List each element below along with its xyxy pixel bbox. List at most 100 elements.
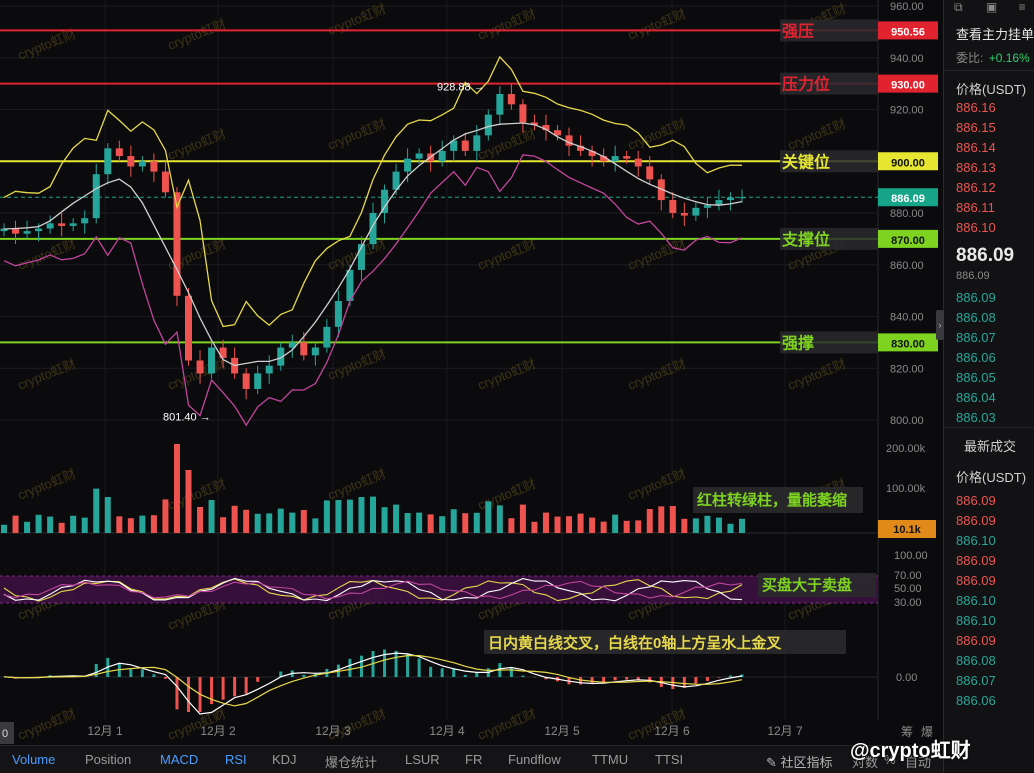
- indicator-tab-fundflow[interactable]: Fundflow: [508, 752, 561, 767]
- rsi-tick-label: 70.00: [894, 570, 922, 582]
- indicator-tab-macd[interactable]: MACD: [160, 752, 198, 767]
- indicator-tab-kdj[interactable]: KDJ: [272, 752, 297, 767]
- indicator-tab-volume[interactable]: Volume: [12, 752, 55, 767]
- watermark: crypto虹财: [16, 236, 79, 273]
- volume-bar: [612, 515, 618, 533]
- bid-price[interactable]: 886.08: [956, 310, 996, 325]
- price-tick-label: 860.00: [890, 260, 924, 272]
- macd-histogram-bar: [302, 675, 305, 677]
- watermark: crypto虹财: [326, 236, 389, 273]
- indicator-tab-position[interactable]: Position: [85, 752, 131, 767]
- candle-body: [185, 296, 192, 361]
- ask-price[interactable]: 886.14: [956, 140, 996, 155]
- indicator-tab-rsi[interactable]: RSI: [225, 752, 247, 767]
- popout-icon[interactable]: ⧉: [954, 0, 963, 14]
- volume-bar: [186, 470, 192, 533]
- ask-price[interactable]: 886.15: [956, 120, 996, 135]
- trades-title[interactable]: 最新成交: [964, 436, 1016, 455]
- candle-body: [416, 153, 423, 158]
- trade-price: 886.06: [956, 693, 996, 708]
- ask-price[interactable]: 886.13: [956, 160, 996, 175]
- volume-bar: [255, 514, 261, 533]
- price-tick-label: 800.00: [890, 415, 924, 427]
- bid-price[interactable]: 886.03: [956, 410, 996, 425]
- volume-bar: [24, 522, 30, 533]
- candle-body: [47, 223, 54, 228]
- indicator-tab-lsur[interactable]: LSUR: [405, 752, 440, 767]
- bid-price[interactable]: 886.04: [956, 390, 996, 405]
- volume-bar: [116, 516, 122, 533]
- price-tick-label: 880.00: [890, 208, 924, 220]
- community-indicator-button[interactable]: ✎ 社区指标: [766, 752, 833, 771]
- macd-histogram-bar: [441, 668, 444, 677]
- indicator-tab-ttsi[interactable]: TTSI: [655, 752, 683, 767]
- volume-bar: [105, 497, 111, 533]
- candle-body: [404, 159, 411, 172]
- chart-area[interactable]: crypto虹财 crypto虹财 crypto虹财 crypto虹财 crypto虹财…: [0, 0, 943, 745]
- orderbook-title[interactable]: 查看主力挂单: [956, 24, 1034, 43]
- candle-body: [300, 342, 307, 355]
- settings-icon[interactable]: ▣: [986, 0, 997, 14]
- watermark: crypto虹财: [326, 466, 389, 503]
- candle-body: [243, 373, 250, 389]
- volume-bar: [197, 507, 203, 533]
- ask-price[interactable]: 886.11: [956, 200, 995, 215]
- volume-bar: [497, 505, 503, 533]
- volume-bar: [174, 444, 180, 533]
- volume-bar: [59, 523, 65, 533]
- price-chart: crypto虹财 crypto虹财 crypto虹财 crypto虹财 crypto虹财…: [0, 0, 943, 745]
- price-tick-label: 920.00: [890, 105, 924, 117]
- watermark: crypto虹财: [626, 116, 689, 153]
- volume-bar: [601, 522, 607, 533]
- macd-annotation: 日内黄白线交叉，白线在0轴上方呈水上金叉: [488, 634, 782, 652]
- watermark: crypto虹财: [16, 466, 79, 503]
- community-indicator-label: 社区指标: [781, 755, 833, 770]
- orderbook-toolbar-icons[interactable]: ⧉ ▣ ≡: [954, 0, 1026, 15]
- volume-bar: [716, 518, 722, 533]
- bid-price[interactable]: 886.05: [956, 370, 996, 385]
- candle-body: [462, 141, 469, 151]
- volume-bar: [301, 510, 307, 533]
- price-header: 价格(USDT): [956, 79, 1026, 98]
- left-corner-label: 0: [2, 728, 8, 740]
- bid-price[interactable]: 886.06: [956, 350, 996, 365]
- macd-histogram-bar: [706, 677, 709, 681]
- candle-body: [35, 229, 42, 232]
- volume-bar: [36, 515, 42, 533]
- price-tick-label: 960.00: [890, 1, 924, 13]
- volume-bar: [727, 524, 733, 533]
- macd-histogram-bar: [464, 675, 467, 677]
- candle-body: [473, 135, 480, 151]
- watermark: crypto虹财: [626, 466, 689, 503]
- bid-price[interactable]: 886.09: [956, 290, 996, 305]
- candle-body: [623, 156, 630, 159]
- candle-body: [127, 156, 134, 166]
- indicator-tab-fr[interactable]: FR: [465, 752, 482, 767]
- volume-bar: [370, 497, 376, 533]
- bid-price[interactable]: 886.07: [956, 330, 996, 345]
- volume-bar: [220, 517, 226, 533]
- level-label: 支撑位: [781, 230, 830, 249]
- ask-price[interactable]: 886.10: [956, 220, 996, 235]
- mid-price-sub: 886.09: [956, 270, 990, 282]
- level-badge: 930.00: [891, 80, 925, 92]
- collapse-handle[interactable]: ›: [936, 310, 944, 340]
- watermark: crypto虹财: [476, 706, 539, 743]
- ask-price[interactable]: 886.12: [956, 180, 996, 195]
- ratio-row: 委比: +0.16%: [956, 49, 1030, 66]
- indicator-tab-爆仓统计[interactable]: 爆仓统计: [325, 752, 377, 771]
- candle-body: [519, 104, 526, 122]
- volume-bar: [278, 509, 284, 533]
- candle-body: [381, 190, 388, 213]
- x-tick-label: 12月 2: [200, 724, 236, 738]
- rsi-tick-label: 50.00: [894, 583, 922, 595]
- menu-icon[interactable]: ≡: [1019, 0, 1026, 14]
- trades-divider: [944, 427, 1034, 428]
- volume-bar: [324, 500, 330, 533]
- indicator-tab-ttmu[interactable]: TTMU: [592, 752, 628, 767]
- ask-price[interactable]: 886.16: [956, 100, 996, 115]
- macd-histogram-bar: [245, 677, 248, 694]
- volume-bar: [578, 514, 584, 533]
- order-book-panel: ⧉ ▣ ≡ 查看主力挂单 委比: +0.16% 价格(USDT) 886.16 8…: [943, 0, 1034, 772]
- trade-price: 886.10: [956, 533, 996, 548]
